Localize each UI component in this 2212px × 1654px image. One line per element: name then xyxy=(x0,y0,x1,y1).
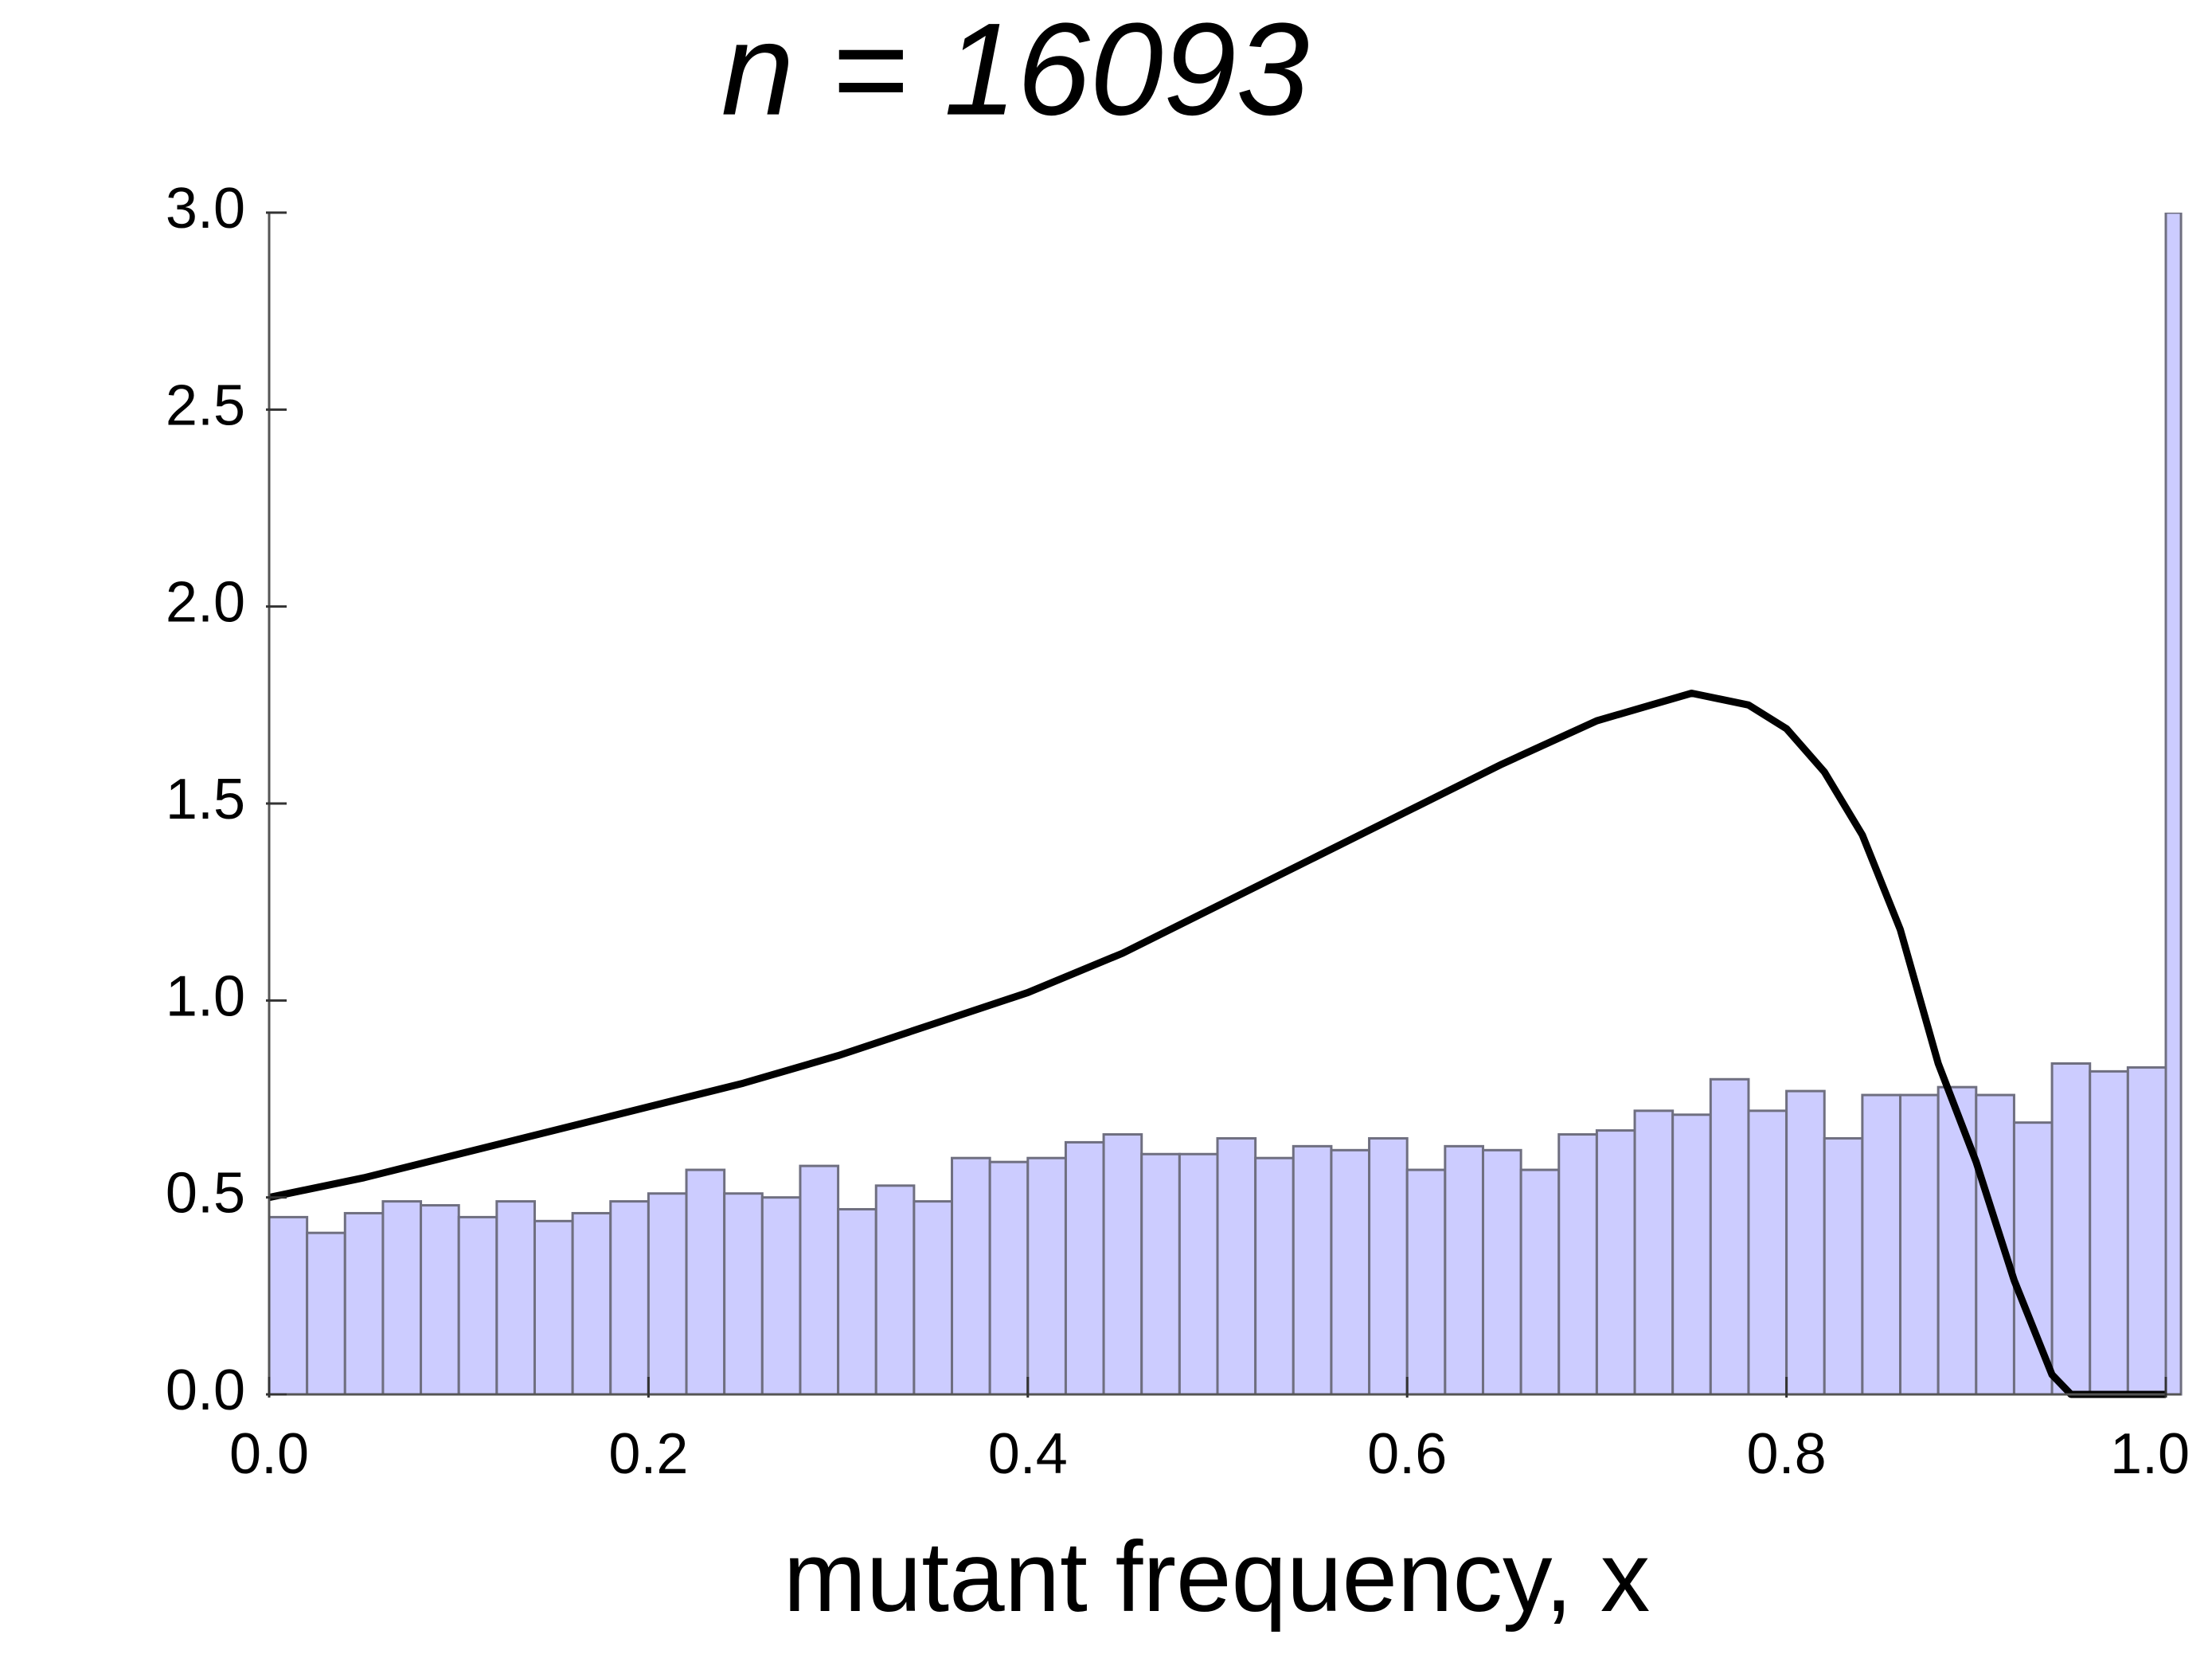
bar xyxy=(2012,1121,2054,1396)
x-tick-label: 0.6 xyxy=(1367,1422,1447,1486)
bar xyxy=(685,1168,726,1396)
bar xyxy=(609,1200,650,1396)
bar xyxy=(1140,1152,1181,1396)
bar xyxy=(2089,1069,2129,1396)
x-axis-label: mutant frequency, x xyxy=(784,1522,1651,1632)
bar xyxy=(306,1231,346,1396)
bar xyxy=(268,1215,309,1396)
bar xyxy=(381,1200,423,1396)
bar xyxy=(457,1215,498,1396)
bar xyxy=(1633,1109,1675,1396)
bar xyxy=(988,1160,1030,1396)
bar xyxy=(420,1204,460,1396)
bar xyxy=(1178,1152,1219,1396)
bar xyxy=(495,1200,536,1396)
x-tick-label: 1.0 xyxy=(2110,1422,2190,1486)
bar xyxy=(1254,1156,1295,1396)
bar xyxy=(1026,1156,1067,1396)
bar xyxy=(951,1156,991,1396)
bar xyxy=(1064,1140,1105,1396)
chart-title: n = 16093 xyxy=(721,0,1310,143)
bar xyxy=(1785,1089,1826,1396)
bar xyxy=(1823,1136,1864,1396)
bar xyxy=(1936,1085,1978,1396)
bar xyxy=(533,1219,574,1396)
bar xyxy=(1861,1093,1902,1396)
bar xyxy=(647,1192,688,1396)
bar xyxy=(1330,1148,1371,1396)
bar xyxy=(837,1208,877,1396)
bar xyxy=(2126,1066,2167,1396)
bar xyxy=(1975,1093,2015,1396)
y-tick-label: 2.5 xyxy=(166,373,245,437)
x-tick-label: 0.0 xyxy=(229,1422,309,1486)
y-tick-label: 0.5 xyxy=(166,1162,245,1226)
y-tick-label: 3.0 xyxy=(166,177,245,240)
bar xyxy=(1557,1133,1598,1396)
bar xyxy=(1671,1113,1712,1396)
y-tick-label: 1.5 xyxy=(166,768,245,831)
y-tick-label: 0.0 xyxy=(166,1359,245,1422)
bar xyxy=(1899,1093,1940,1396)
plot-area xyxy=(268,213,2183,1398)
bar xyxy=(913,1200,954,1396)
bar xyxy=(1216,1136,1257,1396)
bar xyxy=(343,1211,385,1396)
bar xyxy=(1292,1144,1333,1396)
x-tick-label: 0.8 xyxy=(1747,1422,1827,1486)
bar xyxy=(1102,1133,1143,1396)
bar xyxy=(1709,1077,1750,1396)
bar xyxy=(1519,1168,1561,1396)
x-tick-label: 0.4 xyxy=(988,1422,1068,1486)
curve xyxy=(268,689,2166,1398)
bar xyxy=(1481,1148,1522,1396)
bar xyxy=(2164,213,2183,1396)
bar xyxy=(2050,1062,2092,1396)
bar xyxy=(1747,1109,1788,1396)
y-tick-label: 2.0 xyxy=(166,571,245,635)
y-tick-label: 1.0 xyxy=(166,964,245,1028)
x-tick-label: 0.2 xyxy=(608,1422,688,1486)
axes: 0.0 0.5 1.0 1.5 2.0 2.5 3.0 0.0 0.2 0.4 0.6 0.8 1.0 xyxy=(166,177,2190,1486)
bar xyxy=(723,1192,764,1396)
bar xyxy=(874,1184,916,1396)
bar xyxy=(760,1196,802,1396)
bar xyxy=(571,1211,612,1396)
bar xyxy=(1444,1144,1484,1396)
bar xyxy=(799,1164,840,1396)
bar xyxy=(1368,1136,1409,1396)
bar xyxy=(1405,1168,1447,1396)
bar xyxy=(1595,1129,1636,1396)
